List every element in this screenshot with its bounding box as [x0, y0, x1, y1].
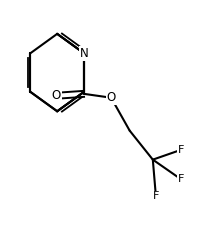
Text: F: F — [177, 174, 184, 184]
Text: F: F — [177, 145, 184, 155]
Text: F: F — [153, 191, 159, 201]
Text: N: N — [80, 47, 88, 60]
Text: O: O — [51, 89, 61, 102]
Text: O: O — [107, 91, 116, 104]
